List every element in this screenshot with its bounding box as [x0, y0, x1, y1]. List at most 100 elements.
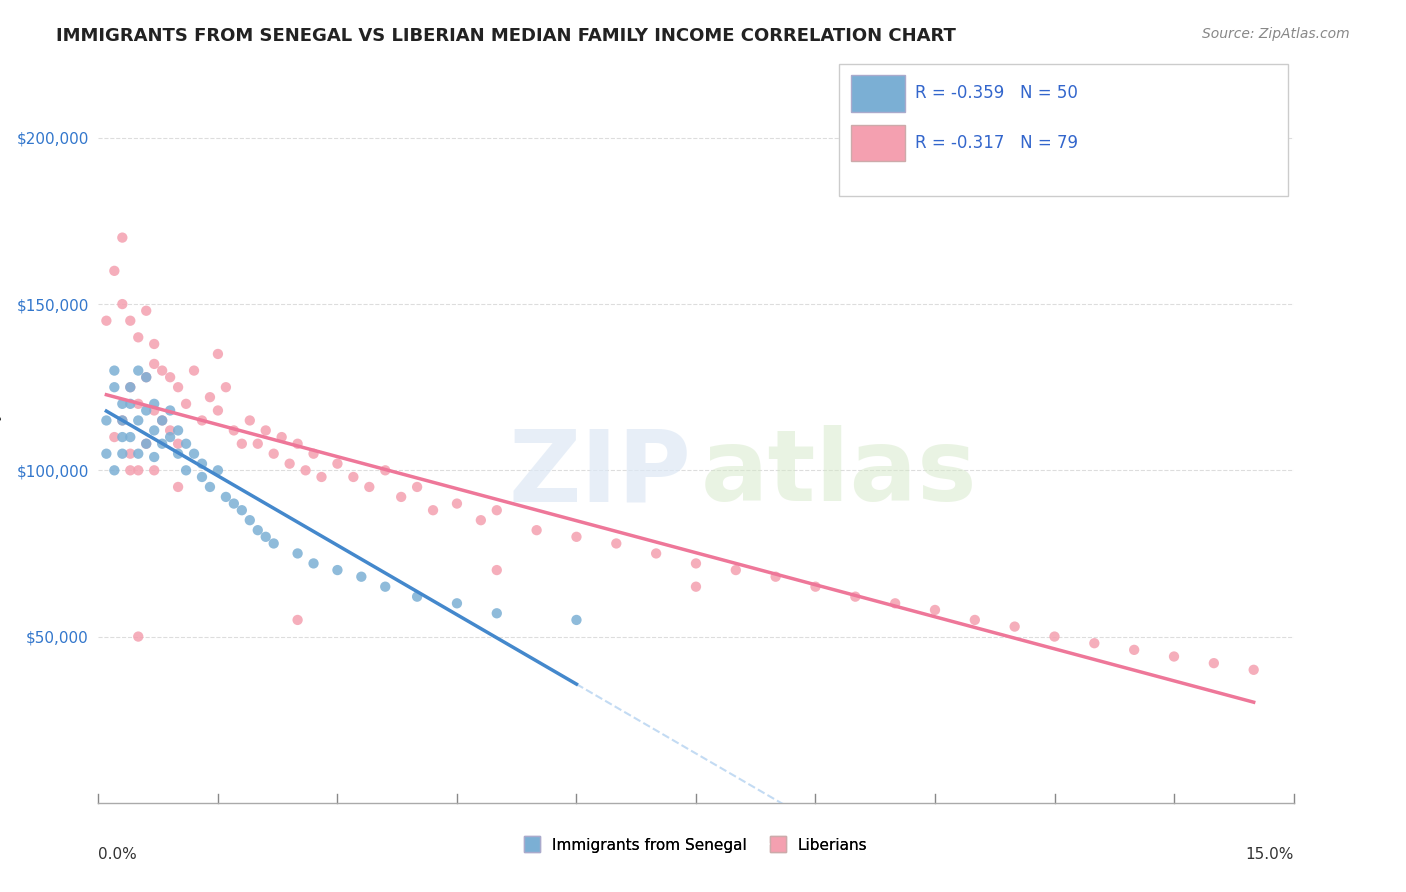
Point: [143, 357, 166, 371]
Point: [111, 413, 134, 427]
Point: [103, 380, 125, 394]
Point: [127, 630, 149, 644]
Point: [150, 413, 173, 427]
Text: R = -0.317   N = 79: R = -0.317 N = 79: [915, 134, 1077, 152]
Y-axis label: Median Family Income: Median Family Income: [0, 344, 3, 530]
Point: [485, 607, 508, 621]
Text: 15.0%: 15.0%: [1246, 847, 1294, 862]
Point: [143, 450, 166, 464]
Point: [120, 314, 142, 328]
Point: [143, 397, 166, 411]
Point: [222, 497, 245, 511]
Point: [198, 480, 221, 494]
Point: [246, 523, 269, 537]
Point: [167, 447, 190, 461]
Point: [278, 457, 301, 471]
Point: [120, 397, 142, 411]
Point: [485, 563, 508, 577]
Point: [111, 297, 134, 311]
Point: [422, 503, 444, 517]
Point: [446, 596, 468, 610]
Point: [565, 613, 588, 627]
Point: [143, 463, 166, 477]
Point: [207, 403, 229, 417]
Point: [174, 463, 197, 477]
Point: [150, 413, 173, 427]
Point: [96, 413, 118, 427]
Point: [263, 536, 285, 550]
Point: [884, 596, 907, 610]
Point: [231, 503, 253, 517]
Point: [135, 403, 157, 417]
Point: [120, 463, 142, 477]
Point: [127, 330, 149, 344]
Point: [239, 413, 262, 427]
Point: [263, 447, 285, 461]
Text: 0.0%: 0.0%: [98, 847, 138, 862]
Point: [1123, 643, 1146, 657]
Point: [159, 370, 181, 384]
Point: [135, 370, 157, 384]
FancyBboxPatch shape: [852, 75, 905, 112]
Point: [963, 613, 986, 627]
Point: [485, 503, 508, 517]
Point: [526, 523, 548, 537]
Point: [96, 314, 118, 328]
Point: [359, 480, 381, 494]
Point: [167, 380, 190, 394]
Point: [127, 413, 149, 427]
Point: [103, 363, 125, 377]
Point: [111, 397, 134, 411]
Point: [724, 563, 747, 577]
Point: [1163, 649, 1185, 664]
Legend: Immigrants from Senegal, Liberians: Immigrants from Senegal, Liberians: [517, 830, 875, 861]
Point: [326, 563, 349, 577]
Point: [143, 337, 166, 351]
Point: [127, 363, 149, 377]
Point: [167, 424, 190, 438]
Point: [389, 490, 412, 504]
Point: [406, 590, 429, 604]
Point: [127, 463, 149, 477]
Point: [350, 570, 373, 584]
Point: [470, 513, 492, 527]
Point: [143, 403, 166, 417]
Point: [645, 546, 668, 560]
Point: [167, 480, 190, 494]
Point: [374, 580, 396, 594]
Point: [167, 436, 190, 450]
Point: [302, 447, 325, 461]
Point: [135, 303, 157, 318]
Point: [1043, 630, 1066, 644]
Point: [1083, 636, 1105, 650]
Point: [174, 436, 197, 450]
Point: [844, 590, 866, 604]
Point: [183, 447, 205, 461]
Point: [135, 436, 157, 450]
Point: [287, 613, 309, 627]
Point: [311, 470, 333, 484]
Text: ZIP: ZIP: [509, 425, 692, 522]
Point: [446, 497, 468, 511]
Point: [191, 457, 214, 471]
Point: [103, 430, 125, 444]
Point: [111, 447, 134, 461]
Point: [254, 424, 277, 438]
Point: [111, 430, 134, 444]
Point: [215, 490, 238, 504]
Point: [150, 436, 173, 450]
Point: [120, 380, 142, 394]
Point: [239, 513, 262, 527]
Point: [150, 363, 173, 377]
Point: [103, 264, 125, 278]
Point: [287, 546, 309, 560]
Point: [287, 436, 309, 450]
Point: [111, 230, 134, 244]
Point: [183, 363, 205, 377]
Point: [191, 470, 214, 484]
Point: [174, 397, 197, 411]
Text: atlas: atlas: [702, 425, 977, 522]
Point: [302, 557, 325, 571]
Point: [1004, 619, 1026, 633]
Point: [159, 403, 181, 417]
